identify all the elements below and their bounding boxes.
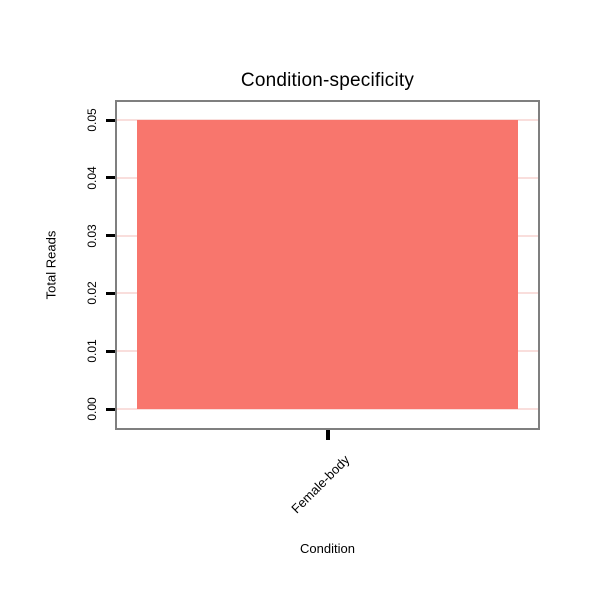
- gridline: [117, 408, 538, 410]
- y-tick-label: 0.01: [85, 339, 99, 363]
- x-tick-label: Female-body: [287, 452, 353, 517]
- chart-title: Condition-specificity: [240, 70, 415, 91]
- y-tick-label: 0.04: [85, 166, 99, 190]
- y-tick-mark: [106, 176, 115, 180]
- y-tick-label: 0.03: [85, 223, 99, 248]
- y-tick-label: 0.02: [85, 281, 99, 306]
- x-axis-label: Condition: [300, 541, 355, 556]
- y-tick-mark: [106, 291, 115, 295]
- bar-female-body: [137, 120, 518, 409]
- y-tick-label: 0.00: [85, 397, 99, 421]
- plot-panel: [115, 100, 540, 430]
- y-tick-mark: [106, 349, 115, 353]
- y-tick-mark: [106, 118, 115, 122]
- y-axis-label: Total Reads: [43, 230, 59, 299]
- y-tick-mark: [106, 234, 115, 238]
- x-tick-mark: [325, 430, 330, 440]
- y-tick-label: 0.05: [85, 108, 99, 132]
- y-tick-mark: [106, 407, 115, 411]
